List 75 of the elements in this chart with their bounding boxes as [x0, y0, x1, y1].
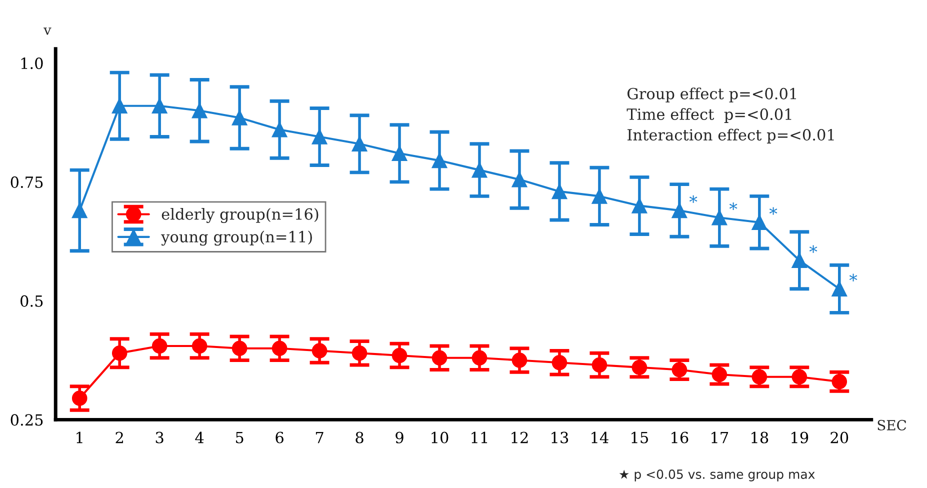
point [752, 369, 768, 385]
point [592, 188, 608, 204]
point [472, 350, 488, 366]
legend-label: elderly group(n=16) [162, 208, 318, 224]
point [312, 129, 328, 144]
point [832, 374, 848, 390]
x-tick-label: 15 [632, 432, 648, 444]
point [192, 102, 208, 118]
point [672, 362, 688, 378]
point [552, 184, 568, 200]
point [312, 343, 328, 358]
point [752, 214, 768, 230]
annotation: Group effect p=<0.01 Time effect p=<0.01 Interaction effect p=<0.01 [626, 88, 834, 144]
x-tick-label: 1 [76, 432, 82, 444]
x-tick-label: 2 [116, 432, 123, 444]
point [432, 152, 448, 168]
x-tick-label: 7 [316, 432, 324, 444]
x-tick-label: 6 [276, 432, 284, 444]
annotation: * [849, 274, 858, 282]
annotation: * [769, 207, 778, 215]
point [432, 350, 448, 366]
x-tick-label: 10 [432, 432, 448, 444]
point [232, 340, 248, 356]
text: ★ p <0.05 vs. same group max [619, 469, 815, 482]
legend-label: young group(n=11) [161, 230, 312, 246]
point [712, 210, 728, 226]
annotation: * [729, 202, 738, 210]
y-tick-label: 0.5 [20, 295, 43, 307]
x-tick-label: 4 [195, 432, 204, 444]
point [112, 345, 128, 361]
x-axis-title: SEC [878, 420, 906, 430]
point [512, 352, 528, 368]
point [512, 172, 528, 188]
point [832, 281, 848, 297]
point [272, 340, 288, 356]
x-tick-label: 8 [356, 432, 364, 444]
point [392, 348, 408, 364]
point [792, 369, 808, 385]
point [672, 202, 688, 218]
point [552, 354, 568, 370]
point [72, 390, 88, 406]
point [592, 357, 608, 373]
x-tick-label: 3 [156, 432, 164, 444]
point [272, 122, 288, 138]
x-tick-label: 13 [552, 432, 568, 444]
point [112, 98, 128, 114]
y-tick-label: 1.0 [21, 58, 43, 70]
x-tick-label: 14 [592, 432, 608, 444]
x-tick-label: 5 [236, 432, 244, 444]
x-tick-label: 16 [672, 432, 688, 444]
point [632, 198, 648, 214]
x-tick-label: 19 [792, 432, 808, 444]
point [352, 136, 368, 152]
point [152, 338, 168, 354]
x-tick-label: 12 [512, 432, 528, 444]
point [472, 162, 488, 178]
y-axis-title: v [44, 28, 52, 35]
point [632, 360, 648, 376]
x-tick-label: 20 [830, 432, 848, 444]
annotation: * [809, 245, 818, 253]
point [72, 202, 88, 218]
point [192, 338, 208, 354]
y-tick-label: 0.25 [10, 414, 43, 426]
x-tick-label: 17 [712, 432, 728, 444]
point [152, 98, 168, 114]
point [792, 252, 808, 268]
x-tick-label: 18 [752, 432, 768, 444]
point [232, 110, 248, 126]
x-tick-label: 9 [396, 432, 404, 444]
y-tick-label: 0.75 [10, 176, 43, 188]
point [392, 146, 408, 162]
annotation: * [689, 195, 698, 203]
point [712, 366, 728, 382]
point [352, 345, 368, 361]
x-tick-label: 11 [472, 432, 488, 444]
